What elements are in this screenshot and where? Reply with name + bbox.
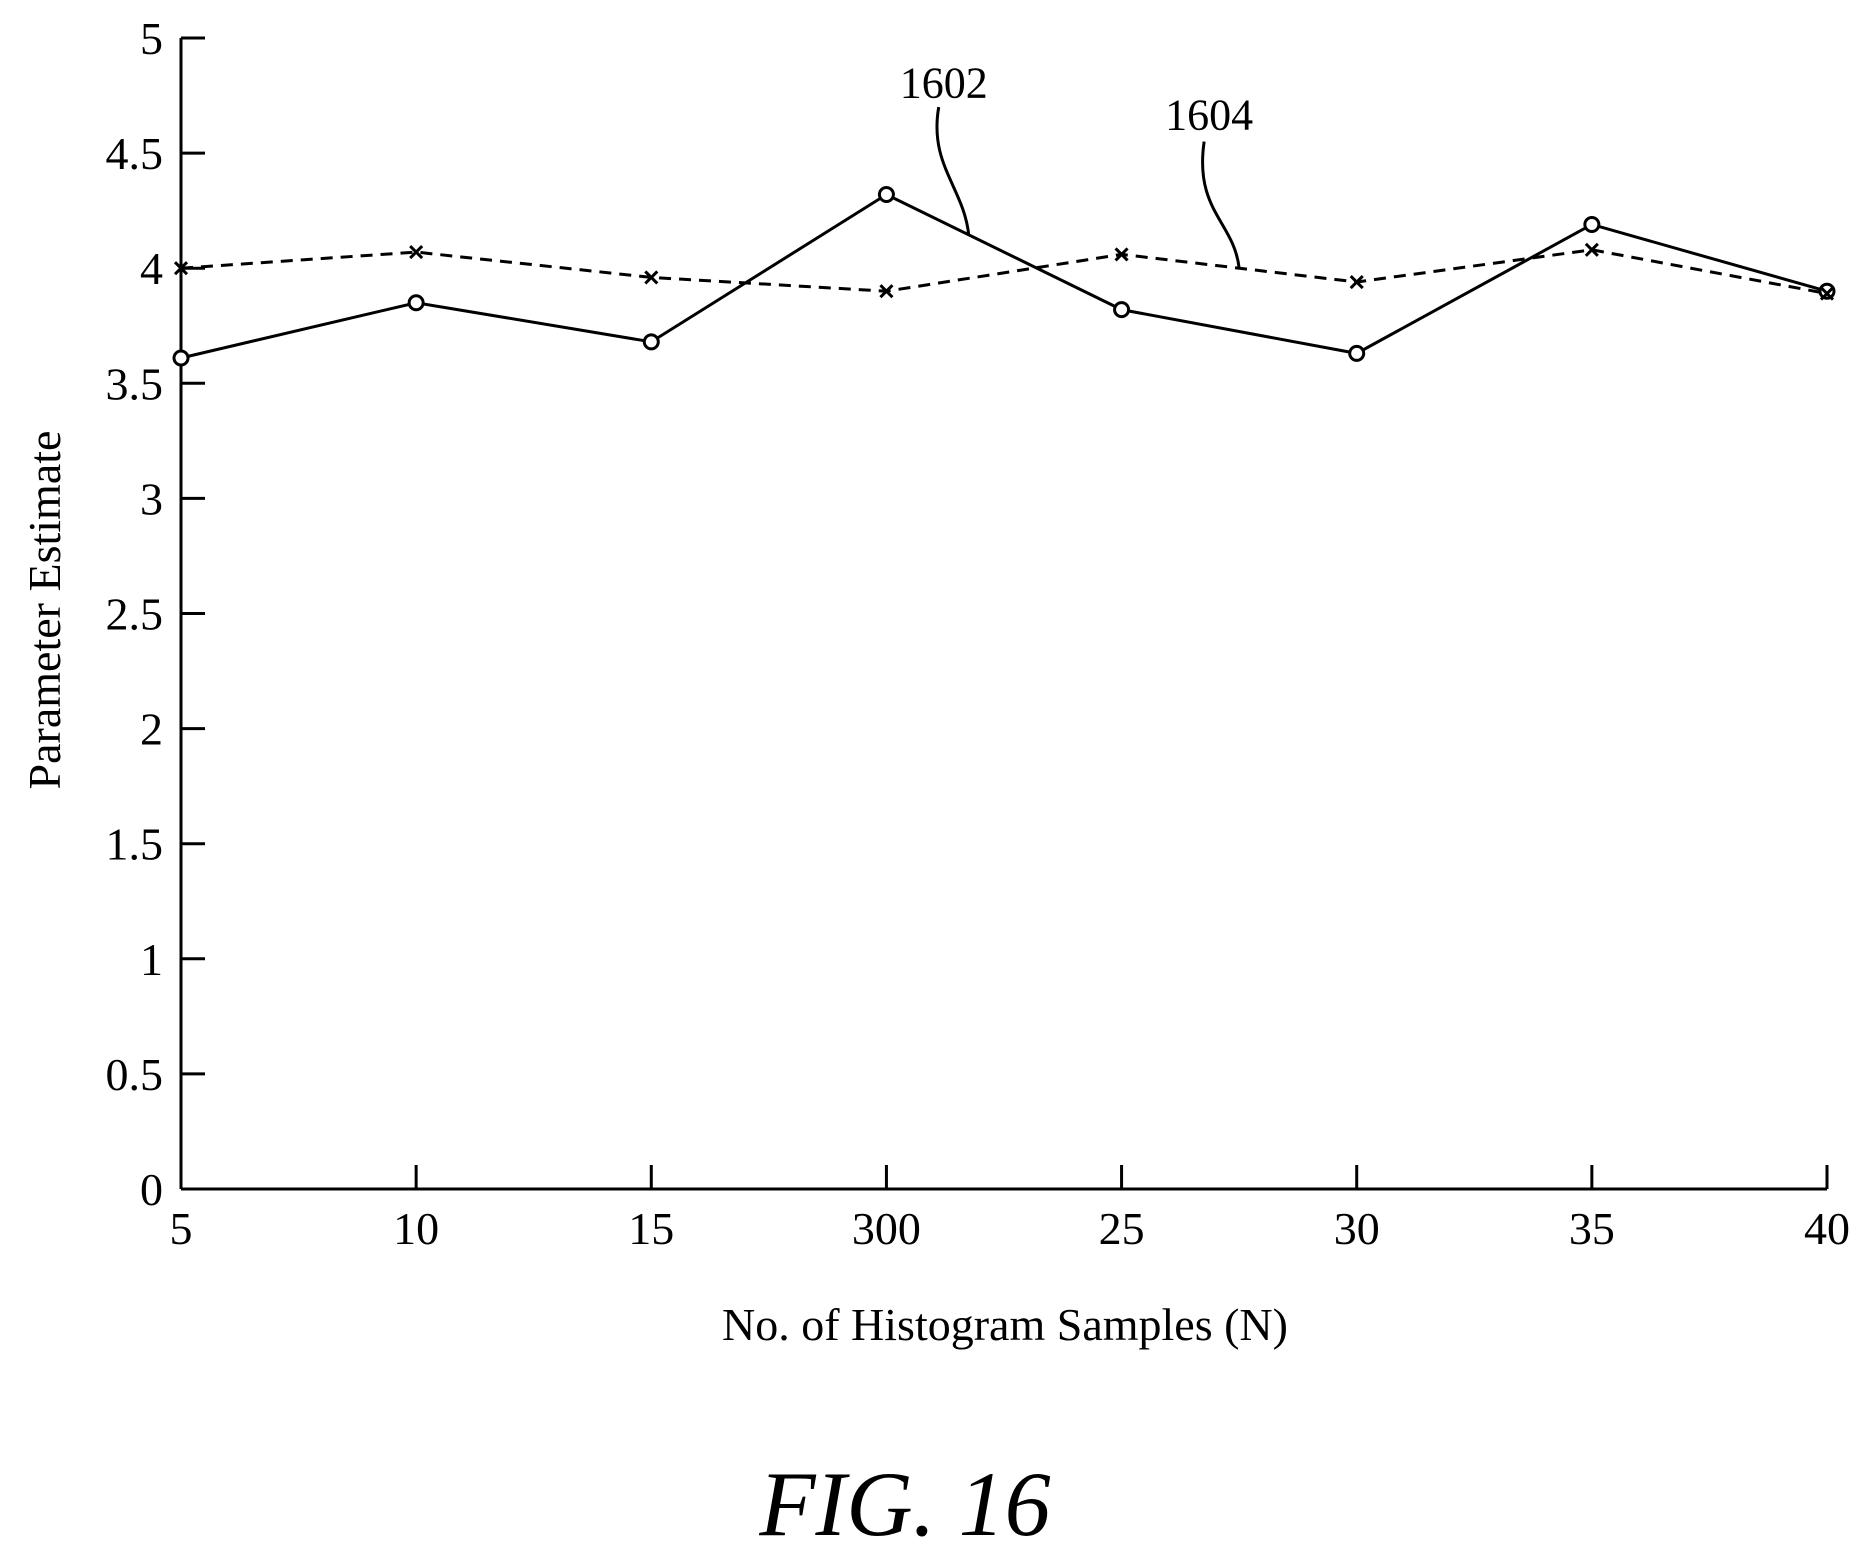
callout-1602: 1602 (900, 58, 988, 235)
y-tick-label: 1.5 (106, 819, 164, 870)
y-tick-label: 3.5 (106, 358, 164, 409)
data-point (407, 294, 425, 312)
figure-label: FIG. 16 (758, 1453, 1050, 1547)
x-tick-label: 40 (1804, 1203, 1850, 1254)
y-tick-label: 3 (140, 473, 163, 524)
x-tick-label: 15 (628, 1203, 674, 1254)
x-tick-label: 5 (170, 1203, 193, 1254)
series-line-1602 (180, 192, 1828, 360)
data-point (1114, 247, 1129, 262)
x-tick-label: 300 (852, 1203, 921, 1254)
data-point (409, 245, 424, 260)
data-point (172, 349, 190, 367)
x-tick-label: 25 (1099, 1203, 1145, 1254)
x-axis-title: No. of Histogram Samples (N) (722, 1299, 1288, 1350)
y-tick-label: 0.5 (106, 1049, 164, 1100)
series-1602 (172, 186, 1836, 367)
data-point (877, 186, 895, 204)
y-tick-label: 4 (140, 243, 163, 294)
y-tick-label: 1 (140, 934, 163, 985)
x-tick-label: 10 (393, 1203, 439, 1254)
data-point (1113, 301, 1131, 319)
data-point (642, 333, 660, 351)
data-point (1818, 282, 1836, 300)
data-point (1819, 286, 1835, 301)
data-point (1584, 242, 1599, 257)
plot-area: 0 0.5 1 1.5 2 2.5 3 3.5 4 4.5 5 5 10 15 300 25 30 35 40 1… (106, 13, 1851, 1254)
callouts: 1602 1604 (900, 58, 1253, 269)
x-tick-label: 35 (1569, 1203, 1615, 1254)
y-axis-title: Parameter Estimate (19, 431, 70, 790)
series-line-1604 (180, 248, 1828, 295)
callout-leader (935, 106, 971, 235)
y-tick-label: 2.5 (106, 589, 164, 640)
data-point (1348, 344, 1366, 362)
data-point (1583, 215, 1601, 233)
data-point (644, 270, 659, 285)
data-point (1349, 274, 1364, 290)
y-tick-label: 2 (140, 704, 163, 755)
y-ticks: 0 0.5 1 1.5 2 2.5 3 3.5 4 4.5 5 (106, 13, 205, 1215)
x-ticks: 5 10 15 300 25 30 35 40 (170, 1165, 1850, 1254)
x-tick-label: 30 (1334, 1203, 1380, 1254)
data-point (173, 261, 189, 276)
callout-leader (1201, 141, 1241, 269)
callout-label: 1602 (900, 58, 988, 107)
data-point (879, 284, 894, 299)
y-tick-label: 4.5 (106, 128, 164, 179)
callout-1604: 1604 (1165, 91, 1253, 269)
series-layer (172, 186, 1836, 367)
series-1604 (173, 242, 1835, 301)
callout-label: 1604 (1165, 91, 1253, 140)
y-tick-label: 5 (140, 13, 163, 64)
y-tick-label: 0 (140, 1164, 163, 1215)
